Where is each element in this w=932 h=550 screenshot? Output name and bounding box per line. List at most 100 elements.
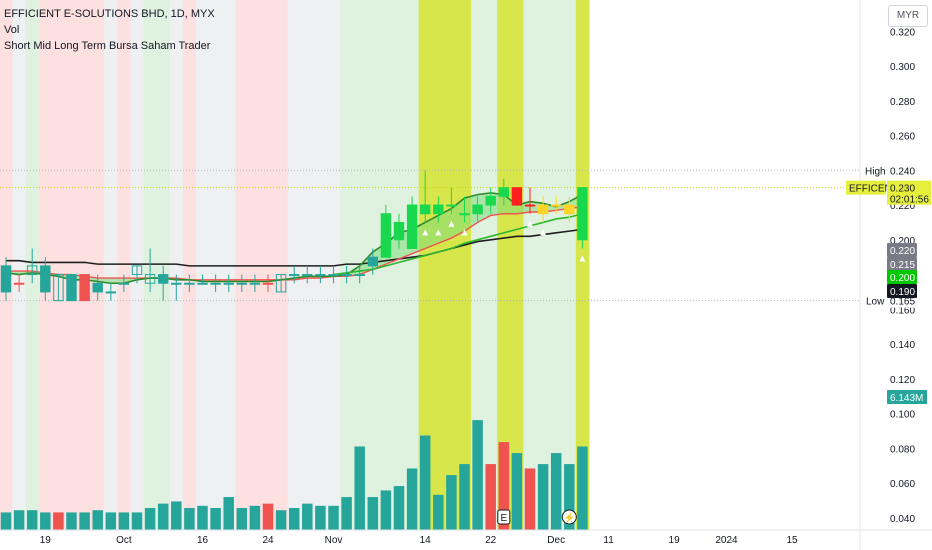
last-price-box [887,180,931,205]
candle-body [105,291,117,294]
ma-value-tag-2: 0.215 [887,257,917,271]
price-tick-label: 0.040 [890,514,915,525]
volume-bar [380,490,392,530]
candle-body [459,213,470,216]
candle-body [315,274,326,277]
candles [0,170,588,302]
bg-band [248,0,262,530]
bg-band [444,0,459,530]
bg-band [64,0,79,530]
strategy-indicator-label: Short Mid Long Term Bursa Saham Trader [4,40,211,52]
volume-bar [446,475,457,530]
volume-value-tag: 6.143M [887,390,927,404]
ma-value-tag-1: 0.220 [887,243,917,257]
bg-band [326,0,341,530]
candle-body [393,221,405,241]
bg-band [12,0,27,530]
candle-body [511,187,523,206]
volume-bar [564,464,575,530]
time-tick-label: 19 [40,535,52,546]
bg-band [510,0,524,530]
volume-bar [210,508,221,530]
volume-bar [26,510,38,530]
volume-bar [118,512,130,530]
low-label: Low [866,297,885,308]
candle-body [262,282,274,285]
bg-band [300,0,315,530]
candle-body [564,204,575,215]
price-tick-label: 0.100 [890,410,915,421]
price-tick-label: 0.200 [890,236,915,247]
volume-bar [577,446,588,530]
currency-button[interactable]: MYR [888,5,928,27]
price-tick-label: 0.260 [890,132,915,143]
candle-body [79,274,90,302]
volume-bar [315,505,326,530]
last-symbol-label: EFFICEN [849,184,892,195]
candle-body [66,274,77,302]
candle-body [288,274,300,277]
symbol-title: EFFICIENT E-SOLUTIONS BHD, 1D, MYX [4,8,215,20]
bg-band [195,0,210,530]
volume-value-tag-box [887,390,927,404]
buy-signal-arrow [579,255,586,262]
volume-bar [157,503,169,530]
volume-bar [144,508,156,530]
bg-band [457,0,472,530]
volume-bar [249,505,261,530]
high-label-box [862,163,886,178]
high-label: High [865,166,886,177]
candle-body [13,282,25,285]
bg-band [536,0,551,530]
time-tick-label: 15 [786,535,798,546]
time-tick-label: 24 [262,535,274,546]
volume-bar [524,468,536,530]
candle-body [485,195,496,206]
volume-bar [498,442,510,530]
high-value-tag-box [887,163,917,178]
candle-body [223,282,234,285]
bg-band [549,0,564,530]
ma-value-tag-4: 0.190 [887,284,917,298]
volume-bar [485,464,496,530]
ma-value-tag-2-text: 0.215 [890,260,915,271]
candle-body [380,213,392,258]
volume-bar [288,508,300,530]
candle-body [550,204,562,207]
candle-body [26,265,38,276]
time-tick-label: 19 [669,535,681,546]
price-tick-label: 0.120 [890,375,915,386]
candle-body [236,282,248,285]
bg-band [431,0,446,530]
time-tick-label: 22 [485,535,497,546]
volume-bars [0,420,588,530]
volume-bar [53,512,64,530]
bg-band [78,0,92,530]
price-tick-label: 0.320 [890,27,915,38]
volume-bar [472,420,483,530]
bg-band [104,0,118,530]
volume-bar [184,508,195,530]
candle-body [118,282,130,285]
volume-bar [275,510,287,530]
volume-indicator-label: Vol [4,24,20,36]
time-tick-label: 14 [420,535,432,546]
volume-bar [302,503,313,530]
bg-band [222,0,236,530]
price-tick-label: 0.220 [890,201,915,212]
candle-body [446,204,457,207]
ma-value-tag-4-text: 0.190 [890,287,915,298]
volume-bar [79,512,90,530]
candle-body [328,274,339,277]
earnings-marker-label: E [500,513,507,524]
volume-bar [236,508,248,530]
volume-bar [40,512,51,530]
price-tick-label: 0.060 [890,479,915,490]
volume-bar [131,512,143,530]
bg-band [91,0,105,530]
buy-signal-arrow [422,229,429,236]
time-tick-label: 16 [197,535,209,546]
last-price-value: 0.230 [890,184,915,195]
dividend-marker-circle [561,509,577,525]
